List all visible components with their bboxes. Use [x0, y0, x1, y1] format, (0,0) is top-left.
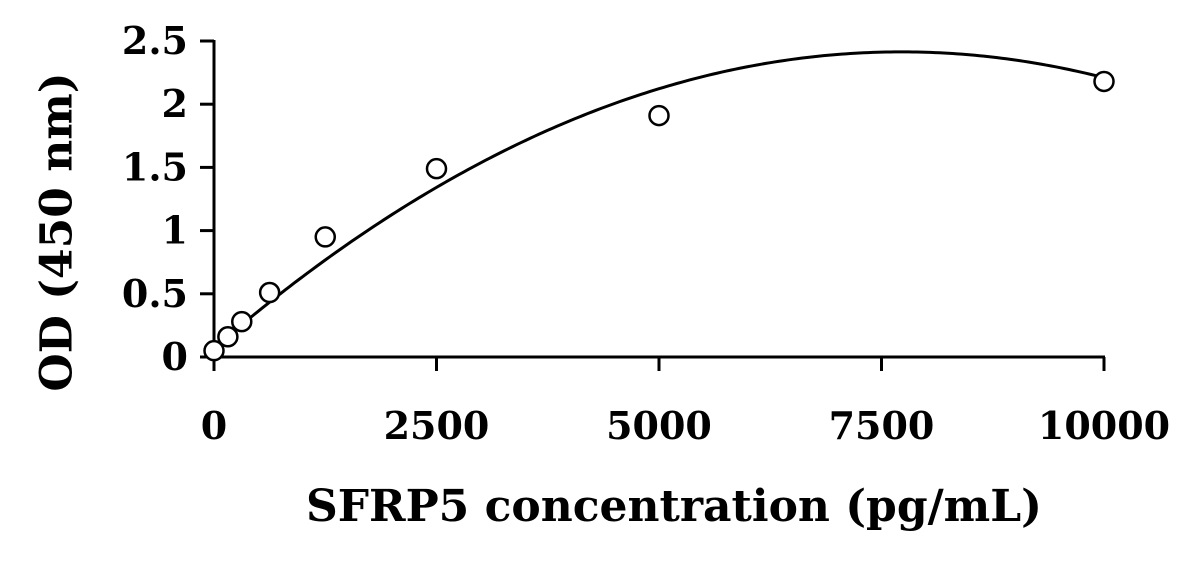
data-points — [203, 70, 1115, 362]
y-axis-ticks: 0 0.5 1 1.5 2 2.5 — [122, 18, 214, 379]
data-point — [425, 157, 448, 180]
data-point — [258, 281, 281, 304]
x-tick-label: 5000 — [606, 403, 712, 448]
x-axis-title: SFRP5 concentration (pg/mL) — [306, 481, 1042, 532]
x-axis-ticks: 0 2500 5000 7500 10000 — [201, 357, 1170, 448]
data-point — [1093, 70, 1115, 93]
data-point — [648, 104, 670, 127]
x-tick-label: 10000 — [1038, 403, 1170, 448]
data-point — [217, 326, 239, 348]
data-point — [231, 310, 253, 333]
y-tick-label: 2 — [162, 81, 188, 126]
x-tick-label: 2500 — [384, 403, 490, 448]
plot-area: 0 2500 5000 7500 10000 0 0.5 1 1.5 2 2.5 — [122, 18, 1170, 448]
fit-curve — [213, 50, 1105, 350]
y-tick-label: 2.5 — [122, 18, 188, 63]
data-point — [314, 226, 336, 248]
y-axis-title: OD (450 nm) — [31, 72, 82, 391]
y-tick-label: 1 — [162, 208, 188, 253]
data-point — [203, 339, 225, 362]
y-tick-label: 0.5 — [122, 271, 188, 316]
x-tick-label: 0 — [201, 403, 227, 448]
y-tick-label: 0 — [162, 334, 188, 379]
x-tick-label: 7500 — [829, 403, 935, 448]
y-tick-label: 1.5 — [122, 144, 188, 189]
